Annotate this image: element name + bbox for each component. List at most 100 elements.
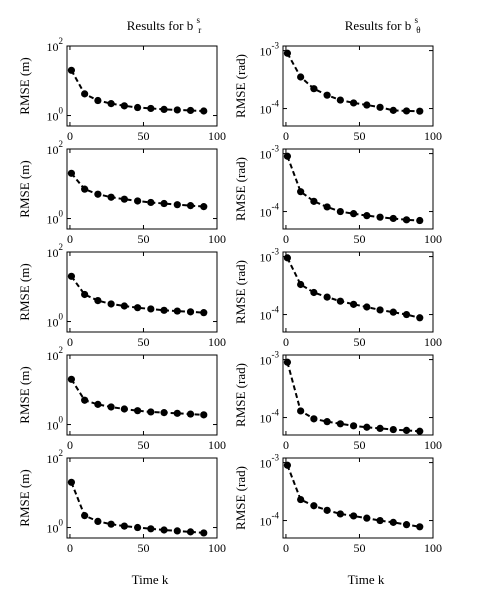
data-point xyxy=(133,197,142,205)
data-point xyxy=(94,400,102,408)
data-point xyxy=(186,528,195,536)
y-axis-label: RMSE (m) xyxy=(17,263,32,320)
data-point xyxy=(120,522,128,530)
plot-frame xyxy=(66,354,218,436)
x-tick-label: 100 xyxy=(208,129,226,143)
x-tick-label: 100 xyxy=(208,541,226,555)
data-point xyxy=(283,152,292,160)
data-point xyxy=(283,49,292,57)
y-tick-label: 10-4 xyxy=(260,99,280,117)
data-point xyxy=(81,185,89,193)
data-point xyxy=(349,99,358,107)
data-point xyxy=(349,512,358,520)
data-point xyxy=(94,297,102,305)
data-point xyxy=(336,207,344,216)
data-point xyxy=(310,502,318,510)
x-tick-label: 0 xyxy=(67,129,73,143)
x-tick-label: 0 xyxy=(283,438,289,452)
y-axis-label: RMSE (rad) xyxy=(233,157,248,221)
left-column-title: Results for b s r xyxy=(127,11,203,35)
data-point xyxy=(133,407,142,415)
data-point xyxy=(94,96,102,105)
plot-frame xyxy=(66,457,218,539)
x-tick-label: 50 xyxy=(137,335,149,349)
data-point xyxy=(389,308,397,316)
right-x-axis-label: Time k xyxy=(348,572,385,587)
data-point xyxy=(81,90,89,98)
data-point xyxy=(376,424,384,432)
x-tick-label: 0 xyxy=(283,335,289,349)
data-point xyxy=(376,306,384,314)
data-point xyxy=(81,290,89,299)
data-point xyxy=(186,202,195,210)
data-point xyxy=(160,526,168,534)
series-line xyxy=(70,275,204,314)
data-point xyxy=(363,101,371,109)
data-point xyxy=(389,214,397,223)
data-point xyxy=(133,304,142,312)
data-point xyxy=(200,411,208,419)
y-tick-label: 102 xyxy=(47,345,64,363)
y-tick-label: 10-4 xyxy=(260,511,280,529)
plot-frame xyxy=(282,251,434,333)
x-tick-label: 50 xyxy=(353,438,365,452)
data-point xyxy=(160,306,168,314)
subplot-right-2: 0 50 100 10-3 10-4 RMSE (rad) xyxy=(233,144,442,246)
right-title-subscript: θ xyxy=(416,25,420,35)
x-tick-label: 50 xyxy=(353,541,365,555)
data-point xyxy=(147,198,155,207)
y-tick-label: 100 xyxy=(47,106,64,124)
y-axis-label: RMSE (m) xyxy=(17,469,32,526)
x-tick-label: 100 xyxy=(424,541,442,555)
data-point xyxy=(323,203,331,211)
data-point xyxy=(67,169,76,177)
data-point xyxy=(376,516,384,525)
left-x-axis-label: Time k xyxy=(132,572,169,587)
left-title-subscript: r xyxy=(198,25,201,35)
x-tick-label: 50 xyxy=(353,335,365,349)
subplot-right-1: 0 50 100 10-3 10-4 RMSE (rad) xyxy=(233,41,442,143)
data-point xyxy=(323,418,331,426)
data-point xyxy=(173,409,181,417)
data-point xyxy=(186,308,195,316)
y-tick-label: 10-4 xyxy=(260,305,280,323)
x-tick-label: 50 xyxy=(137,129,149,143)
data-point xyxy=(336,510,344,518)
data-point xyxy=(147,305,155,313)
x-tick-label: 100 xyxy=(424,232,442,246)
data-point xyxy=(389,106,397,114)
data-point xyxy=(67,478,76,486)
plot-frame xyxy=(282,148,434,230)
y-tick-label: 100 xyxy=(47,518,64,536)
left-title-superscript: s xyxy=(196,15,200,25)
x-tick-label: 50 xyxy=(353,129,365,143)
data-point xyxy=(94,190,102,198)
x-tick-label: 100 xyxy=(424,438,442,452)
data-point xyxy=(336,297,344,305)
data-point xyxy=(349,300,358,308)
data-point xyxy=(160,199,168,208)
x-tick-label: 0 xyxy=(283,129,289,143)
plot-frame xyxy=(66,45,218,127)
data-point xyxy=(376,213,384,221)
x-tick-label: 0 xyxy=(283,541,289,555)
data-point xyxy=(297,188,305,196)
y-tick-label: 102 xyxy=(47,242,64,260)
data-point xyxy=(147,525,155,533)
data-point xyxy=(323,506,331,514)
data-point xyxy=(310,415,318,423)
data-point xyxy=(81,512,89,520)
y-tick-label: 10-3 xyxy=(260,41,280,59)
data-point xyxy=(173,307,181,315)
data-point xyxy=(160,105,168,114)
data-point xyxy=(363,514,371,522)
x-tick-label: 100 xyxy=(424,335,442,349)
y-tick-label: 10-3 xyxy=(260,453,280,471)
data-point xyxy=(147,408,155,416)
data-point xyxy=(323,293,331,301)
x-tick-label: 100 xyxy=(208,232,226,246)
data-point xyxy=(173,106,181,114)
series-line xyxy=(286,52,420,113)
y-axis-label: RMSE (m) xyxy=(17,57,32,114)
